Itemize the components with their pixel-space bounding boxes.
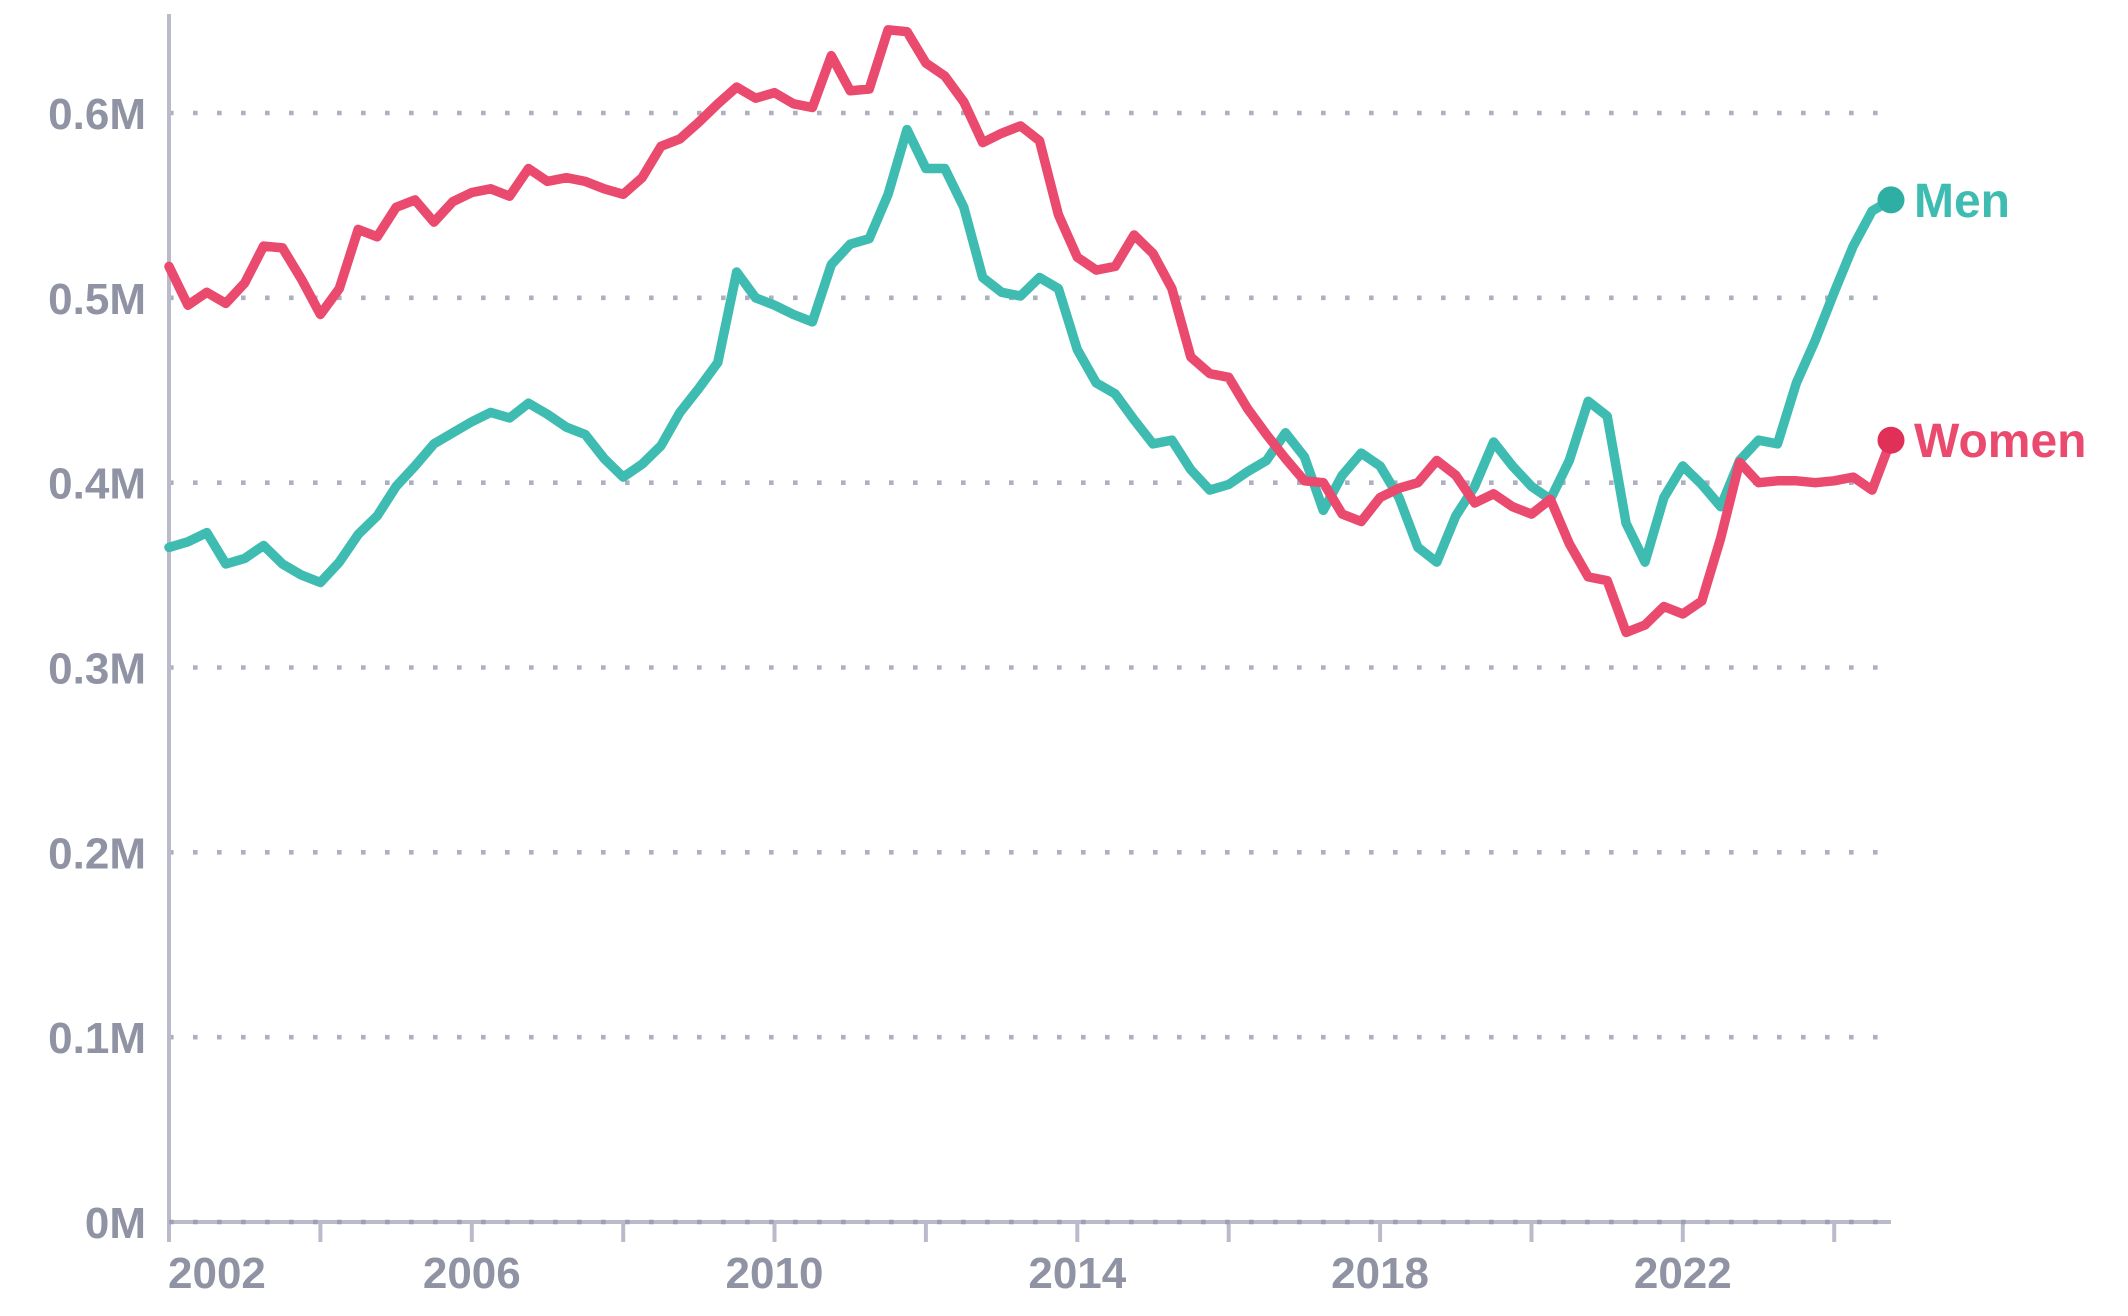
x-axis-label: 2022 (1634, 1249, 1732, 1298)
women-endpoint-dot (1877, 426, 1905, 454)
axis-labels: 0M 0.1M 0.2M 0.3M 0.4M 0.5M 0.6M 2002 2006 2010 20… (48, 90, 1732, 1298)
y-axis-label: 0.5M (48, 275, 146, 324)
y-axis-label: 0.2M (48, 829, 146, 878)
axes (167, 14, 1891, 1242)
gridlines (169, 110, 1886, 1040)
series-label-women: Women (1914, 415, 2086, 468)
y-axis-label: 0.1M (48, 1014, 146, 1063)
y-axis-label: 0.6M (48, 90, 146, 139)
y-axis-label: 0.4M (48, 460, 146, 509)
x-axis-label: 2006 (423, 1249, 521, 1298)
men-endpoint-dot (1877, 186, 1905, 214)
y-axis-label: 0M (85, 1199, 146, 1248)
series-label-men: Men (1914, 175, 2010, 228)
x-axis-label: 2018 (1331, 1249, 1429, 1298)
men-line (164, 124, 1896, 588)
x-axis-label: 2014 (1028, 1249, 1126, 1298)
women-line (164, 25, 1896, 638)
series-lines (164, 25, 1905, 638)
x-axis-label: 2002 (168, 1249, 266, 1298)
x-axis-label: 2010 (726, 1249, 824, 1298)
y-axis-label: 0.3M (48, 645, 146, 694)
